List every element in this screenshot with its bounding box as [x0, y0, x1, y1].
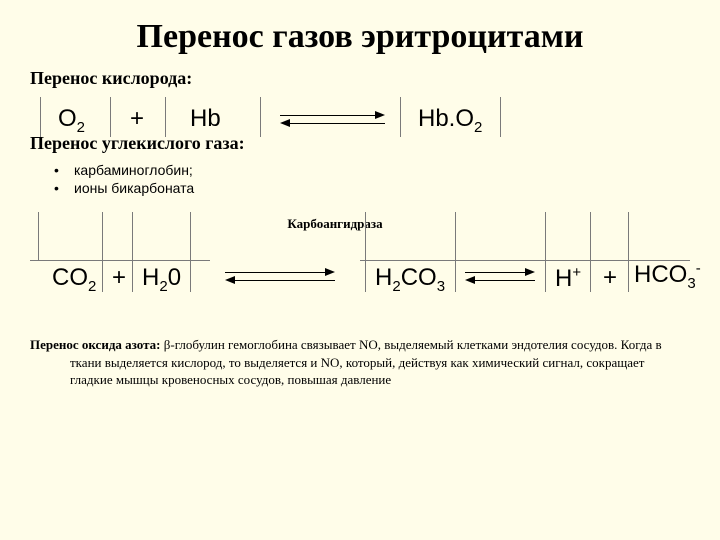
- oxygen-heading: Перенос кислорода:: [30, 68, 690, 89]
- bullet-text: ионы бикарбоната: [74, 180, 194, 196]
- h2co3-s1: 2: [392, 278, 400, 295]
- slide-title: Перенос газов эритроцитами: [30, 18, 690, 56]
- bullet-item: •ионы бикарбоната: [54, 180, 690, 196]
- h2o-h: H: [142, 264, 159, 291]
- enzyme-label: Карбоангидраза: [0, 216, 690, 232]
- divider: [165, 97, 166, 137]
- divider: [30, 260, 210, 261]
- divider: [455, 212, 456, 292]
- divider: [628, 212, 629, 292]
- co2-text: CO: [52, 264, 88, 291]
- term-hplus: H+: [555, 264, 581, 293]
- co2-sub: 2: [88, 278, 96, 295]
- hplus-sup: +: [572, 264, 581, 281]
- divider: [400, 97, 401, 137]
- hplus-h: H: [555, 265, 572, 292]
- co2-bullets: •карбаминоглобин; •ионы бикарбоната: [54, 162, 690, 196]
- o2-sub: 2: [77, 119, 85, 136]
- plus-sign: +: [130, 105, 144, 133]
- hco3-sup: -: [696, 260, 701, 277]
- h2co3-h: H: [375, 264, 392, 291]
- divider: [132, 212, 133, 292]
- divider: [365, 212, 366, 292]
- oxygen-equation: О2 + Hb Hb.O2: [30, 97, 690, 167]
- h2co3-s2: 3: [437, 278, 445, 295]
- term-co2: CO2: [52, 264, 96, 295]
- hbo2-sub: 2: [474, 119, 482, 136]
- divider: [102, 212, 103, 292]
- term-o2: О2: [58, 105, 85, 136]
- divider: [590, 212, 591, 292]
- o2-letter: О: [58, 105, 77, 132]
- plus-sign: +: [603, 264, 617, 292]
- divider: [190, 212, 191, 292]
- divider: [40, 97, 41, 137]
- plus-sign: +: [112, 264, 126, 292]
- divider: [260, 97, 261, 137]
- co2-equation: CO2 + H20 H2CO3 H+ +: [30, 232, 690, 322]
- hco3-text: HCO: [634, 261, 687, 288]
- h2co3-co: CO: [401, 264, 437, 291]
- hbo2-text: Hb.O: [418, 105, 474, 132]
- divider: [500, 97, 501, 137]
- divider: [545, 212, 546, 292]
- hco3-sub: 3: [687, 275, 695, 292]
- h2o-o: 0: [168, 264, 181, 291]
- no-paragraph: Перенос оксида азота: β-глобулин гемогло…: [30, 336, 690, 389]
- h2o-sub: 2: [159, 278, 167, 295]
- term-h2co3: H2CO3: [375, 264, 445, 295]
- term-hb: Hb: [190, 105, 221, 133]
- divider: [110, 97, 111, 137]
- slide: Перенос газов эритроцитами Перенос кисло…: [0, 0, 720, 540]
- divider: [38, 212, 39, 260]
- term-hbo2: Hb.O2: [418, 105, 482, 136]
- term-h2o: H20: [142, 264, 181, 295]
- term-hco3: HCO3-: [634, 260, 701, 292]
